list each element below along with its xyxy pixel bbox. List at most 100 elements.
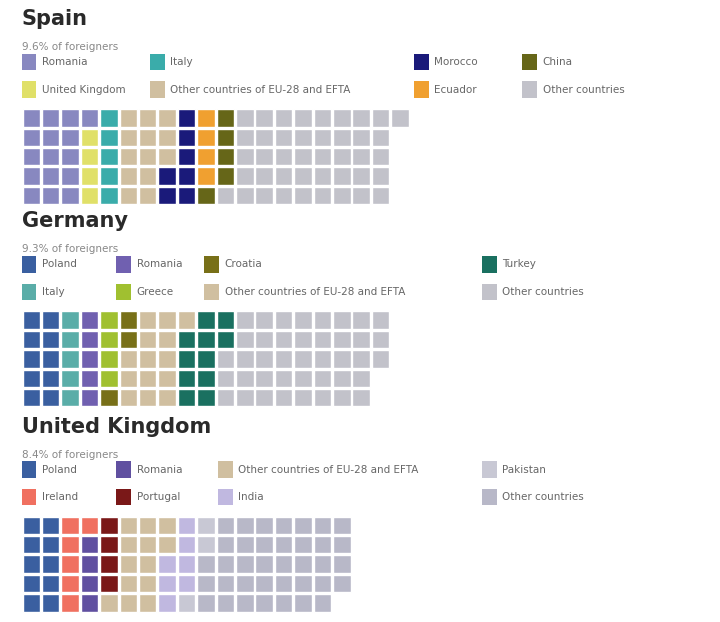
Bar [523, 81, 537, 98]
Text: Other countries of EU-28 and EFTA: Other countries of EU-28 and EFTA [238, 465, 418, 475]
Bar [81, 331, 98, 348]
Bar [100, 555, 117, 573]
Bar [61, 312, 79, 329]
Text: United Kingdom: United Kingdom [42, 85, 125, 95]
Bar [236, 575, 253, 592]
Bar [139, 369, 156, 387]
Bar [22, 312, 40, 329]
Bar [22, 167, 40, 185]
Bar [294, 109, 312, 127]
Bar [42, 148, 60, 165]
Bar [81, 350, 98, 368]
Bar [217, 167, 234, 185]
Bar [236, 517, 253, 534]
Bar [256, 517, 273, 534]
Bar [139, 167, 156, 185]
Bar [275, 594, 292, 611]
Bar [120, 167, 137, 185]
Bar [314, 575, 331, 592]
Bar [333, 555, 351, 573]
Bar [100, 350, 117, 368]
Text: Greece: Greece [137, 287, 174, 297]
Bar [178, 129, 195, 146]
Bar [275, 575, 292, 592]
Bar [197, 575, 215, 592]
Bar [236, 555, 253, 573]
Bar [275, 109, 292, 127]
Bar [372, 129, 390, 146]
Bar [158, 109, 176, 127]
Bar [22, 109, 40, 127]
Bar [523, 54, 537, 70]
Bar [256, 389, 273, 406]
Bar [294, 389, 312, 406]
Bar [61, 167, 79, 185]
Bar [42, 350, 60, 368]
Bar [256, 536, 273, 554]
Text: India: India [238, 492, 264, 502]
Bar [81, 129, 98, 146]
Bar [217, 536, 234, 554]
Bar [22, 81, 37, 98]
Bar [100, 129, 117, 146]
Text: 9.3% of foreigners: 9.3% of foreigners [22, 244, 118, 254]
Bar [178, 312, 195, 329]
Bar [158, 536, 176, 554]
Bar [256, 331, 273, 348]
Bar [217, 555, 234, 573]
Bar [178, 536, 195, 554]
Bar [81, 389, 98, 406]
Bar [178, 369, 195, 387]
Bar [100, 312, 117, 329]
Bar [158, 148, 176, 165]
Bar [333, 129, 351, 146]
Bar [256, 167, 273, 185]
Bar [100, 536, 117, 554]
Bar [256, 369, 273, 387]
Bar [197, 389, 215, 406]
Bar [217, 594, 234, 611]
Bar [256, 350, 273, 368]
Bar [61, 555, 79, 573]
Bar [333, 331, 351, 348]
Bar [100, 187, 117, 204]
Bar [333, 187, 351, 204]
Bar [294, 187, 312, 204]
Text: Poland: Poland [42, 259, 77, 269]
Bar [217, 129, 234, 146]
Bar [314, 167, 331, 185]
Bar [333, 575, 351, 592]
Bar [120, 350, 137, 368]
Bar [256, 187, 273, 204]
Bar [204, 256, 219, 272]
Bar [236, 350, 253, 368]
Bar [333, 109, 351, 127]
Bar [22, 575, 40, 592]
Bar [275, 167, 292, 185]
Bar [158, 331, 176, 348]
Bar [197, 148, 215, 165]
Bar [139, 331, 156, 348]
Bar [197, 331, 215, 348]
Bar [42, 187, 60, 204]
Text: 9.6% of foreigners: 9.6% of foreigners [22, 42, 118, 52]
Bar [353, 369, 370, 387]
Bar [100, 331, 117, 348]
Bar [236, 312, 253, 329]
Bar [275, 129, 292, 146]
Bar [150, 54, 165, 70]
Bar [42, 129, 60, 146]
Bar [178, 167, 195, 185]
Bar [333, 312, 351, 329]
Bar [61, 148, 79, 165]
Bar [100, 575, 117, 592]
Bar [217, 389, 234, 406]
Bar [81, 555, 98, 573]
Bar [139, 148, 156, 165]
Bar [353, 312, 370, 329]
Bar [236, 109, 253, 127]
Bar [22, 187, 40, 204]
Bar [372, 350, 390, 368]
Bar [372, 167, 390, 185]
Bar [22, 555, 40, 573]
